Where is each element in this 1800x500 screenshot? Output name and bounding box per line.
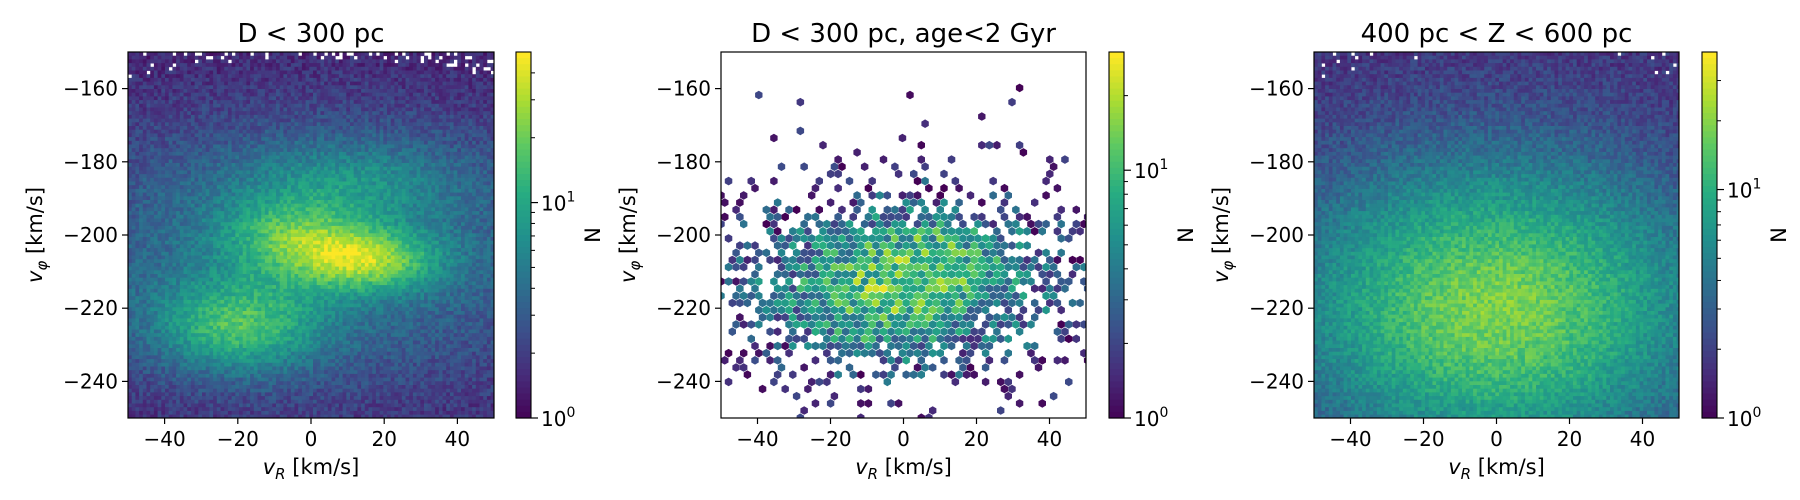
colorbar-tick-label: 101 [1134, 157, 1168, 183]
colorbar-label: N [1767, 227, 1791, 243]
y-tick-label: −200 [656, 223, 711, 247]
colorbar-tick-label: 101 [1727, 177, 1761, 203]
x-tick-label: 20 [371, 427, 396, 451]
x-tick-label: 40 [1037, 427, 1062, 451]
colorbar-label: N [1174, 227, 1198, 243]
x-tick-label: 40 [445, 427, 470, 451]
colorbar: 100 101 N [1108, 51, 1198, 431]
x-tick-label: −40 [736, 427, 778, 451]
x-tick-label: 0 [305, 427, 318, 451]
y-axis-label: vφ [km/s] [23, 187, 51, 283]
panel-2: D < 300 pc, age<2 Gyr−40 −20 0 20 40−160−180… [616, 19, 1198, 483]
y-axis-label: vφ [km/s] [616, 187, 644, 283]
y-tick-label: −160 [656, 77, 711, 101]
y-tick-label: −240 [656, 369, 711, 393]
y-tick-label: −240 [1249, 369, 1304, 393]
y-tick-label: −200 [1249, 223, 1304, 247]
x-tick-label: 20 [1557, 427, 1582, 451]
heatmap-cells [721, 83, 1086, 418]
x-tick-label: 0 [1490, 427, 1503, 451]
colorbar: 100 101 N [515, 51, 605, 431]
colorbar-tick-label: 100 [1727, 405, 1761, 431]
heatmap-cells [128, 52, 494, 418]
x-tick-label: 0 [897, 427, 910, 451]
colorbar-tick-label: 101 [541, 190, 575, 216]
x-axis-label: vR [km/s] [263, 455, 360, 483]
x-tick-label: 40 [1630, 427, 1655, 451]
colorbar: 100 101 N [1701, 51, 1791, 431]
colorbar-label: N [581, 227, 605, 243]
y-tick-label: −240 [63, 369, 118, 393]
y-tick-label: −160 [63, 77, 118, 101]
panel-1: D < 300 pc−40 −20 0 20 40−160−180−200−220−24… [23, 19, 605, 483]
panel-3: 400 pc < Z < 600 pc−40 −20 0 20 40−160−180−2… [1209, 19, 1791, 483]
panel-title: D < 300 pc [237, 19, 384, 49]
y-tick-label: −180 [63, 150, 118, 174]
heatmap-cells [1314, 52, 1679, 418]
colorbar-tick-label: 100 [1134, 405, 1168, 431]
y-tick-label: −220 [1249, 296, 1304, 320]
x-tick-label: −20 [217, 427, 259, 451]
panel-title: 400 pc < Z < 600 pc [1361, 19, 1633, 49]
x-tick-label: −40 [1329, 427, 1371, 451]
y-tick-label: −220 [656, 296, 711, 320]
x-tick-label: −20 [1402, 427, 1444, 451]
y-tick-label: −160 [1249, 77, 1304, 101]
y-axis-label: vφ [km/s] [1209, 187, 1237, 283]
y-tick-label: −180 [656, 150, 711, 174]
x-tick-label: −40 [143, 427, 185, 451]
x-tick-label: 20 [964, 427, 989, 451]
x-tick-label: −20 [809, 427, 851, 451]
x-axis-label: vR [km/s] [855, 455, 952, 483]
y-tick-label: −200 [63, 223, 118, 247]
panel-title: D < 300 pc, age<2 Gyr [751, 19, 1056, 49]
y-tick-label: −180 [1249, 150, 1304, 174]
colorbar-tick-label: 100 [541, 405, 575, 431]
y-tick-label: −220 [63, 296, 118, 320]
x-axis-label: vR [km/s] [1448, 455, 1545, 483]
